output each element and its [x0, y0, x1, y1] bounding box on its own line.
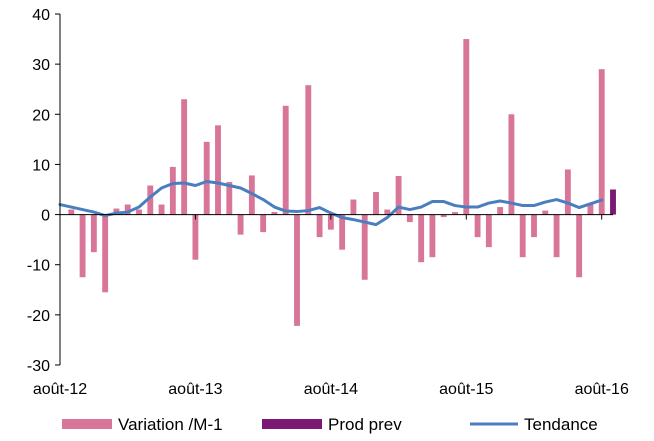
bar-variation-37 — [485, 214, 492, 248]
bar-variation-18 — [271, 212, 278, 215]
bar-variation-40 — [519, 214, 526, 258]
x-tick-label-0: août-12 — [33, 381, 87, 398]
bar-variation-5 — [124, 204, 131, 215]
bar-variation-31 — [418, 214, 425, 263]
legend-label-0: Variation /M-1 — [118, 415, 223, 434]
bar-variation-20 — [294, 214, 300, 326]
bar-variation-1 — [79, 214, 86, 278]
bar-variation-42 — [542, 210, 549, 215]
y-tick-label-6: 30 — [32, 57, 50, 74]
bar-variation-2 — [90, 214, 97, 253]
bar-prod-prev-0 — [610, 189, 616, 215]
y-tick-label-1: -20 — [27, 308, 50, 325]
bar-variation-34 — [452, 212, 458, 215]
bar-variation-21 — [305, 85, 312, 215]
bar-variation-3 — [102, 214, 109, 293]
y-tick-label-2: -10 — [27, 258, 50, 275]
bar-variation-19 — [282, 105, 289, 215]
bar-variation-44 — [564, 169, 571, 215]
bar-variation-26 — [361, 214, 368, 280]
x-tick-label-4: août-16 — [575, 381, 629, 398]
bar-variation-8 — [158, 204, 165, 215]
bar-variation-15 — [237, 214, 244, 235]
bar-variation-47 — [598, 69, 605, 215]
bar-variation-27 — [373, 192, 379, 215]
bars-layer — [68, 39, 616, 326]
bar-variation-13 — [215, 125, 221, 215]
bar-variation-4 — [113, 208, 120, 215]
bar-variation-10 — [181, 99, 188, 215]
y-tick-label-0: -30 — [27, 358, 50, 375]
bar-variation-41 — [531, 214, 537, 238]
x-tick-label-3: août-15 — [439, 381, 493, 398]
bar-variation-45 — [576, 214, 583, 278]
bar-variation-36 — [474, 214, 481, 238]
trend-line — [58, 179, 604, 227]
y-tick-label-3: 0 — [41, 208, 50, 225]
y-tick-label-7: 40 — [32, 7, 50, 24]
bar-variation-25 — [350, 199, 357, 215]
y-tick-label-4: 10 — [32, 157, 50, 174]
bar-variation-39 — [508, 114, 515, 215]
bar-variation-0 — [68, 209, 75, 215]
bar-variation-24 — [339, 214, 346, 250]
x-tick-label-1: août-13 — [168, 381, 222, 398]
bar-variation-12 — [203, 141, 210, 215]
bar-variation-14 — [226, 181, 233, 215]
bar-variation-33 — [440, 214, 447, 218]
bar-variation-22 — [316, 214, 323, 238]
bar-variation-30 — [406, 214, 413, 223]
bar-variation-6 — [136, 209, 142, 215]
bar-variation-32 — [429, 214, 436, 258]
bar-variation-29 — [395, 175, 402, 215]
trend-line-layer — [58, 179, 604, 227]
legend-label-2: Tendance — [524, 415, 598, 434]
legend-swatch-0 — [62, 419, 112, 429]
bar-variation-38 — [497, 207, 504, 215]
bar-variation-43 — [553, 214, 560, 258]
bar-variation-7 — [147, 185, 154, 215]
bar-variation-46 — [587, 204, 594, 215]
bar-variation-9 — [169, 166, 176, 215]
legend: Variation /M-1 Prod prev Tendance — [62, 415, 598, 434]
x-tick-label-2: août-14 — [304, 381, 358, 398]
bar-variation-23 — [327, 214, 334, 230]
bar-variation-11 — [192, 214, 199, 260]
y-tick-label-5: 20 — [32, 107, 50, 124]
bar-variation-35 — [463, 39, 470, 215]
legend-label-1: Prod prev — [328, 415, 402, 434]
bar-variation-28 — [384, 209, 391, 215]
axes-layer — [59, 14, 613, 365]
ticks-layer: -30 -20 -10 0 10 20 30 40 août-12 août-13 août-14 a… — [27, 7, 629, 398]
bar-variation-17 — [260, 214, 267, 233]
legend-swatch-1 — [262, 419, 322, 429]
